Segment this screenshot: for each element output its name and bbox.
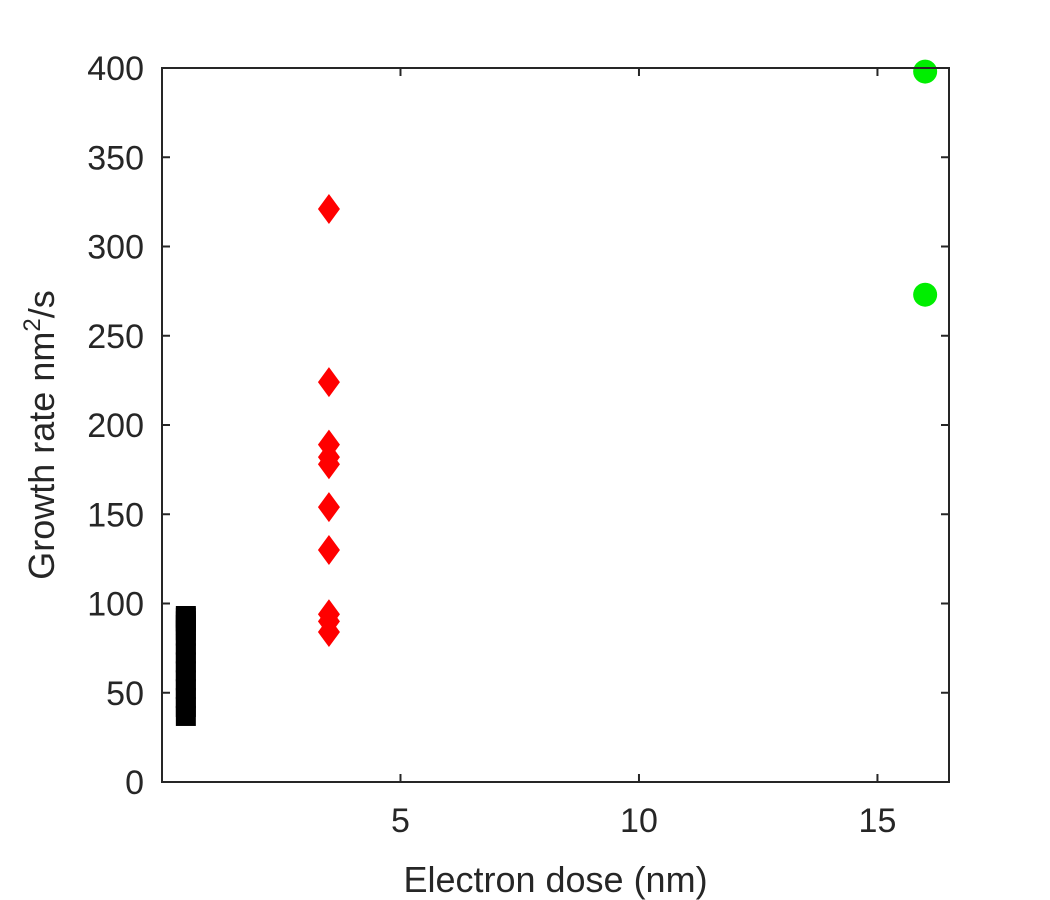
x-tick-label: 15 <box>859 802 897 840</box>
data-point-circle <box>913 59 938 84</box>
x-axis-title: Electron dose (nm) <box>403 859 707 900</box>
data-point-diamond <box>317 617 340 648</box>
y-tick-label: 150 <box>87 496 144 534</box>
x-tick-label: 10 <box>620 802 658 840</box>
data-marks <box>175 59 938 726</box>
y-tick-label: 350 <box>87 139 144 177</box>
y-tick-label: 300 <box>87 229 144 267</box>
data-point-diamond <box>317 534 340 565</box>
y-tick-label: 250 <box>87 318 144 356</box>
data-point-square <box>175 605 196 626</box>
data-point-circle <box>913 282 938 307</box>
y-axis-title-superscript: 2 <box>19 318 46 331</box>
y-tick-label: 100 <box>87 586 144 624</box>
y-axis-title-tail: /s <box>21 290 62 318</box>
x-tick-label: 5 <box>391 802 410 840</box>
data-point-diamond <box>317 367 340 398</box>
y-tick-label: 400 <box>87 50 144 88</box>
y-tick-label: 0 <box>125 764 144 802</box>
y-tick-label: 50 <box>106 675 144 713</box>
data-point-diamond <box>317 492 340 523</box>
y-axis-title-main: Growth rate nm <box>21 332 62 580</box>
data-point-diamond <box>317 194 340 225</box>
plot-area-box <box>161 67 950 783</box>
data-point-diamond <box>317 449 340 480</box>
y-axis-title: Growth rate nm2/s <box>19 290 62 579</box>
y-tick-label: 200 <box>87 407 144 445</box>
